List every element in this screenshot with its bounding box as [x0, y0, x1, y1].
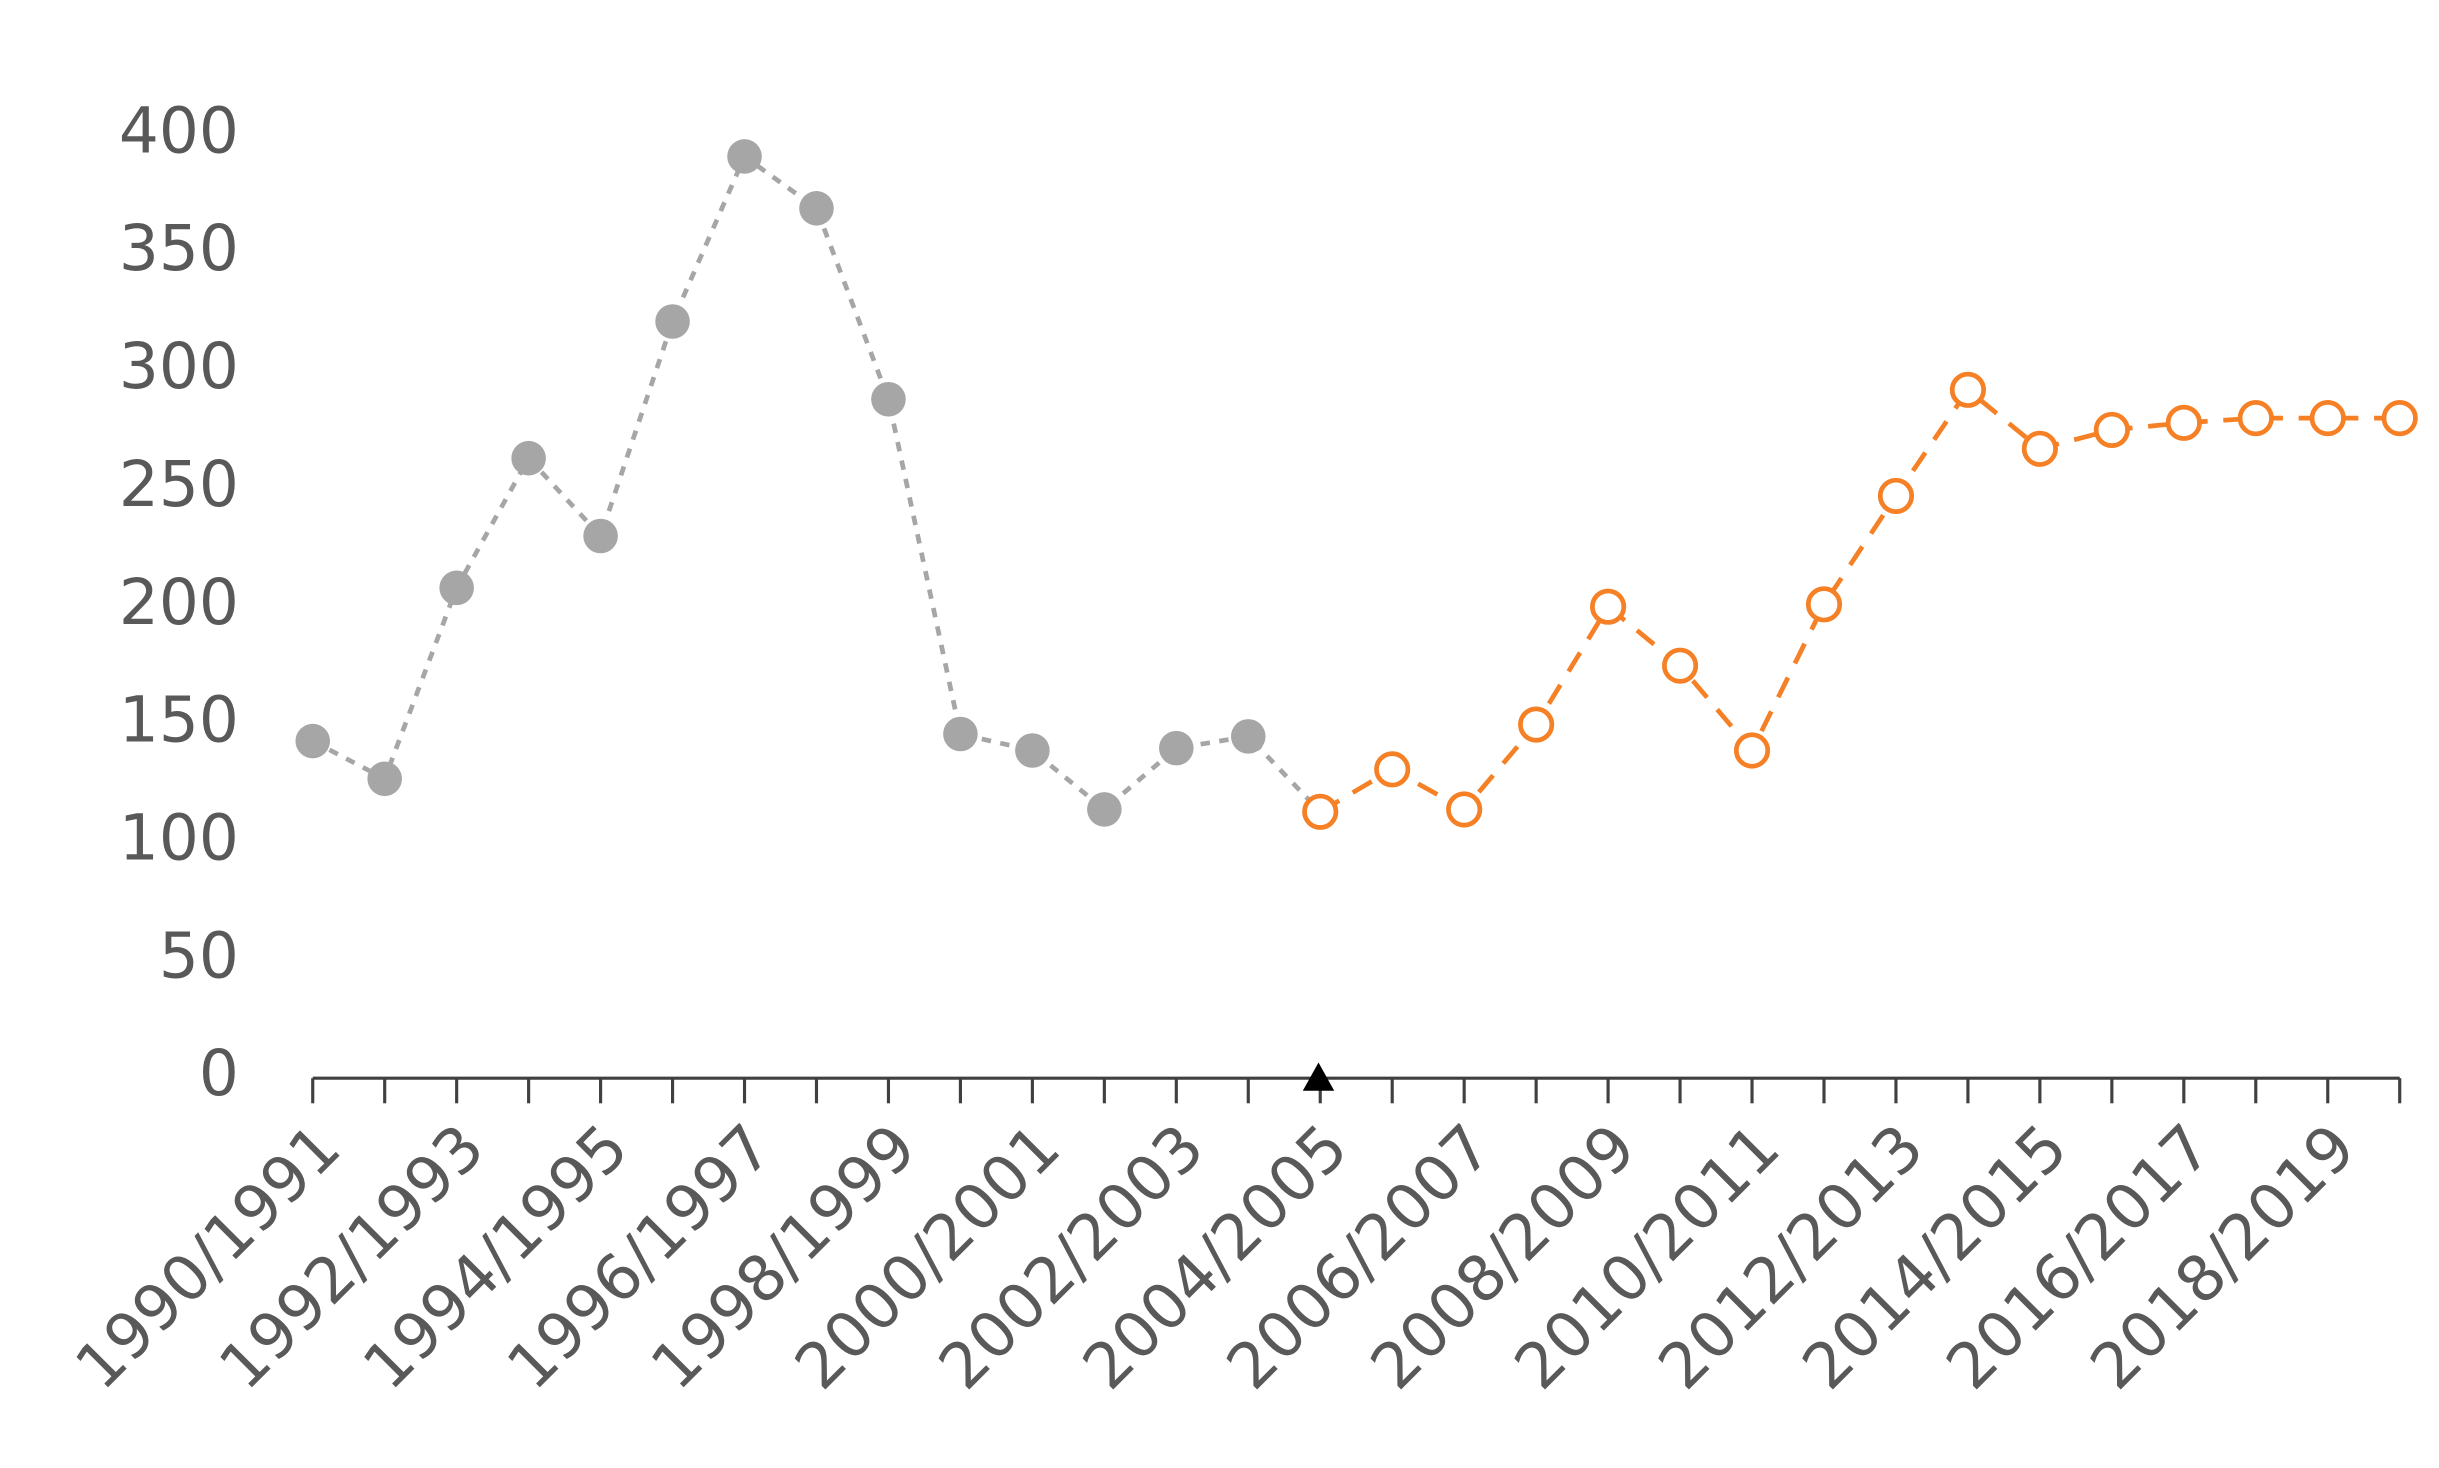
y-tick-label: 300	[119, 330, 239, 403]
y-tick-label: 150	[119, 684, 239, 757]
data-point	[799, 191, 834, 226]
y-tick-label: 100	[119, 802, 239, 875]
data-point	[727, 139, 762, 174]
axes: 0501001502002503003504001990/19911992/19…	[61, 94, 2402, 1403]
data-point	[1590, 588, 1627, 625]
data-point	[2093, 411, 2130, 448]
data-point	[1733, 732, 1771, 769]
y-tick-label: 50	[159, 919, 239, 992]
data-point	[2381, 400, 2418, 437]
data-point	[1518, 706, 1555, 743]
data-point	[655, 304, 690, 339]
data-point	[1159, 730, 1194, 766]
y-tick-label: 200	[119, 566, 239, 639]
data-point	[1374, 751, 1411, 788]
data-point	[1446, 791, 1483, 828]
data-point	[943, 716, 978, 752]
data-point	[1015, 733, 1050, 768]
data-point	[295, 723, 331, 759]
data-point	[2309, 400, 2346, 437]
series-line	[1319, 386, 2400, 814]
data-point	[2021, 430, 2058, 467]
data-point	[1805, 586, 1843, 623]
y-tick-label: 0	[199, 1037, 239, 1110]
y-tick-label: 250	[119, 448, 239, 521]
data-point	[367, 761, 402, 797]
lines	[295, 139, 2418, 830]
data-point	[511, 440, 546, 476]
data-point	[1661, 647, 1699, 684]
series-line	[311, 152, 1322, 814]
data-point	[1230, 719, 1266, 754]
data-point	[1877, 477, 1915, 514]
data-point	[1087, 792, 1122, 827]
data-point	[2165, 404, 2202, 441]
data-point	[1949, 371, 1986, 408]
data-point	[871, 381, 906, 417]
y-tick-label: 350	[119, 212, 239, 285]
reference-marker	[1302, 1062, 1335, 1091]
data-point	[1302, 793, 1339, 830]
y-tick-label: 400	[119, 94, 239, 167]
data-point	[583, 518, 618, 554]
data-point	[439, 570, 474, 606]
data-point	[2237, 400, 2274, 437]
